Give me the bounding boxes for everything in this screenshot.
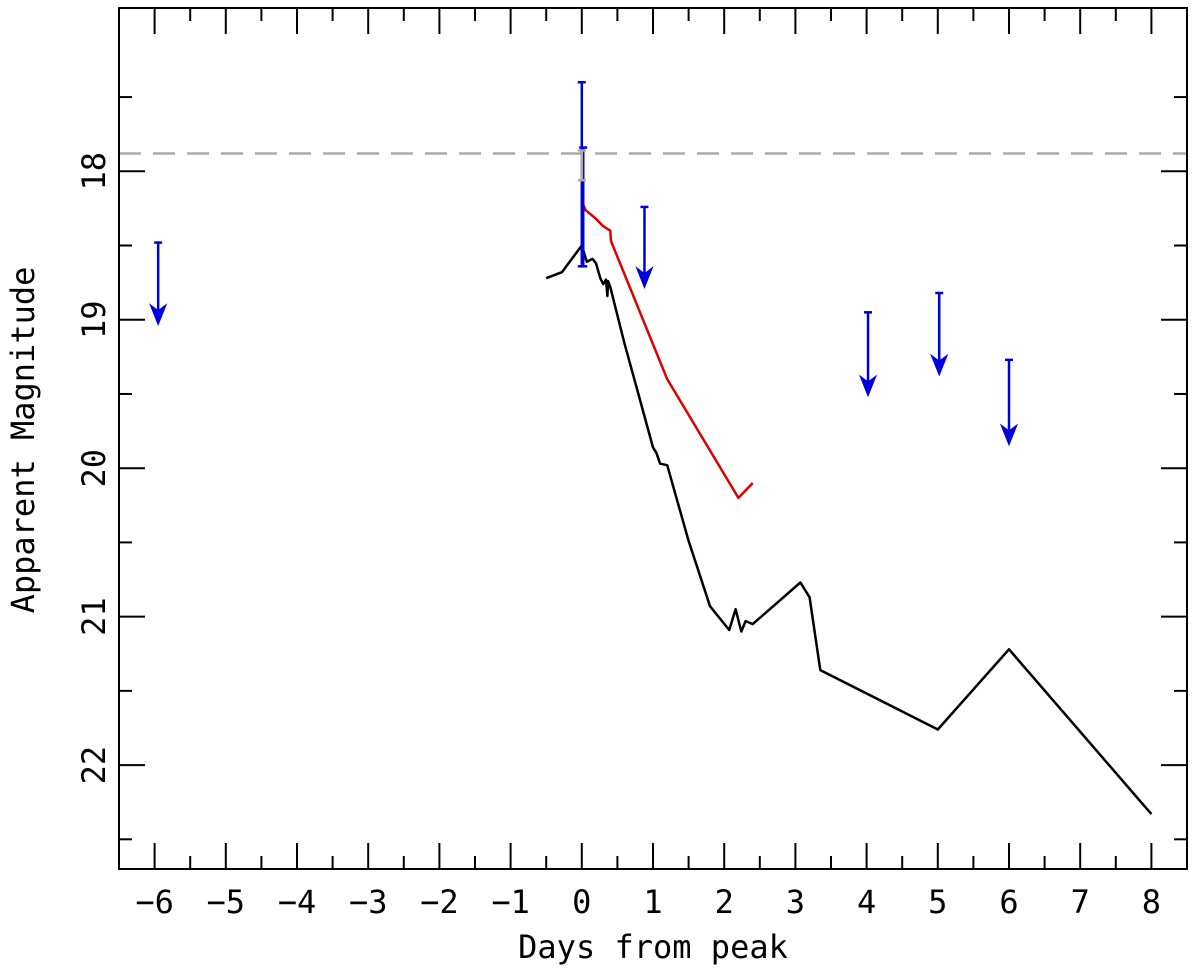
x-tick-label: −3 <box>349 883 388 921</box>
x-tick-label: −4 <box>278 883 317 921</box>
x-tick-label: −6 <box>135 883 174 921</box>
plot-area <box>119 80 1187 815</box>
series-line-2 <box>580 200 754 500</box>
upper-limit-arrow <box>635 205 654 289</box>
error-bar <box>579 146 588 268</box>
x-tick-label: −1 <box>491 883 530 921</box>
upper-limit-arrowhead <box>930 353 949 377</box>
x-tick-label: 3 <box>786 883 805 921</box>
upper-limit-arrow <box>930 291 949 377</box>
plot-frame <box>118 7 1188 870</box>
upper-limit-arrowhead <box>635 266 654 289</box>
y-tick-label: 22 <box>75 746 113 785</box>
upper-limit-arrow <box>999 358 1019 447</box>
upper-limit-arrow <box>149 241 168 327</box>
x-axis-title: Days from peak <box>518 928 788 966</box>
upper-limit-arrowhead <box>149 303 168 327</box>
upper-limit-arrowhead <box>999 423 1019 447</box>
x-tick-label: 0 <box>572 883 591 921</box>
x-tick-label: 8 <box>1142 883 1161 921</box>
x-tick-label: 7 <box>1071 883 1090 921</box>
upper-limit-arrowhead <box>858 374 878 398</box>
y-tick-label: 21 <box>75 597 113 636</box>
x-tick-label: 4 <box>857 883 876 921</box>
y-axis-ticks: 18 19 20 21 22 <box>75 96 1187 841</box>
x-tick-label: 5 <box>928 883 947 921</box>
x-tick-label: −2 <box>420 883 459 921</box>
error-bar <box>577 149 586 182</box>
y-tick-label: 18 <box>75 152 113 191</box>
x-tick-label: −5 <box>207 883 246 921</box>
x-axis-ticks: −6 −5 −4 −3 −2 −1 0 1 2 3 4 5 6 7 8 <box>118 8 1188 921</box>
y-tick-label: 20 <box>75 449 113 488</box>
y-tick-label: 19 <box>75 300 113 339</box>
x-tick-label: 1 <box>643 883 662 921</box>
x-tick-label: 2 <box>715 883 734 921</box>
series-line-1 <box>545 244 1153 815</box>
x-tick-label: 6 <box>999 883 1018 921</box>
upper-limit-arrow <box>858 311 878 398</box>
y-axis-title: Apparent Magnitude <box>4 267 42 614</box>
